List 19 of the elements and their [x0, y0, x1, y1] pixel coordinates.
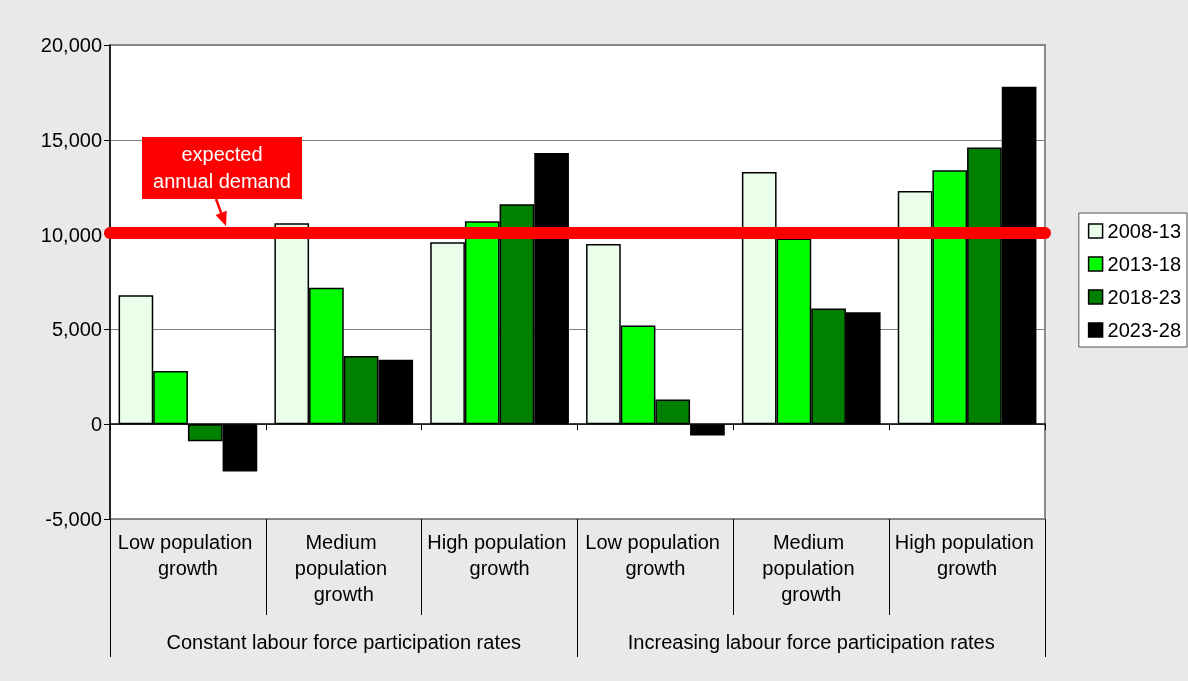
- ref-line-label: expected annual demand: [142, 136, 302, 199]
- x-tick-label: High population growth: [894, 531, 1040, 579]
- y-tick-label: 0: [90, 413, 102, 436]
- x-tick-label: Medium population growth: [762, 531, 861, 605]
- x-tick-label: High population growth: [427, 531, 572, 579]
- y-tick-label: -5,000: [45, 508, 102, 530]
- legend-label: 2008-13: [1107, 220, 1182, 242]
- x-tick-label: Low population growth: [117, 531, 258, 579]
- x-tick-label: Medium population growth: [294, 531, 393, 605]
- y-tick-label: 20,000: [40, 34, 102, 56]
- y-tick-label: 5,000: [51, 318, 102, 341]
- y-tick-label: 15,000: [40, 128, 102, 151]
- y-tick-label: 10,000: [40, 223, 102, 246]
- legend-label: 2023-28: [1107, 319, 1182, 341]
- text: Increasing labour force participation rates: [627, 631, 995, 653]
- x-tick-label: Low population growth: [585, 531, 726, 579]
- legend-label: 2018-23: [1107, 286, 1182, 308]
- legend-label: 2013-18: [1107, 253, 1182, 275]
- text: Constant labour force participation rates: [166, 631, 522, 653]
